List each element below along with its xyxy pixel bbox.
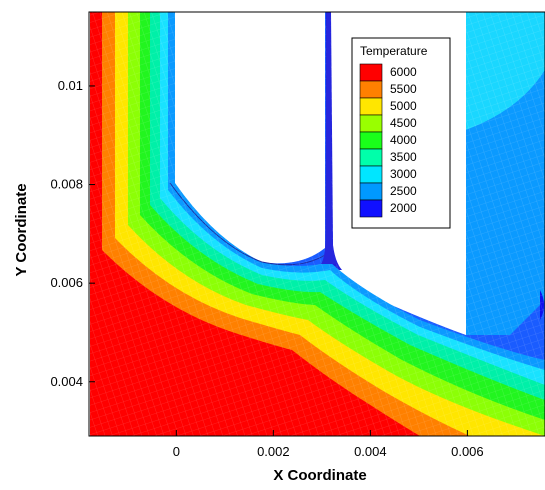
legend-title: Temperature xyxy=(360,44,428,58)
nozzle-body-fill xyxy=(175,12,322,259)
legend-swatch xyxy=(359,114,383,133)
legend-label: 2000 xyxy=(390,201,417,215)
legend-swatch xyxy=(359,63,383,82)
colorbar-legend: Temperature 6000 5500 5000 4500 4000 3500 3000… xyxy=(351,37,451,229)
x-tick-label: 0.004 xyxy=(354,444,387,459)
legend-swatch xyxy=(359,148,383,167)
legend-swatch xyxy=(359,80,383,99)
legend-label: 4000 xyxy=(390,133,417,147)
legend-label: 4500 xyxy=(390,116,417,130)
y-tick-label: 0.006 xyxy=(50,275,83,290)
contour-field xyxy=(89,12,545,436)
legend-label: 5500 xyxy=(390,82,417,96)
legend-swatch xyxy=(359,182,383,201)
y-tick-label: 0.004 xyxy=(50,374,83,389)
spike-fill xyxy=(321,12,338,264)
legend-swatch xyxy=(359,199,383,218)
legend-label: 3000 xyxy=(390,167,417,181)
legend-swatch xyxy=(359,165,383,184)
legend-swatch xyxy=(359,131,383,150)
y-tick-label: 0.01 xyxy=(58,78,83,93)
legend-label: 5000 xyxy=(390,99,417,113)
x-tick-label: 0 xyxy=(173,444,180,459)
x-tick-label: 0.006 xyxy=(451,444,484,459)
y-axis: 0.004 0.006 0.008 0.01 xyxy=(50,78,95,389)
legend-label: 6000 xyxy=(390,65,417,79)
legend-label: 3500 xyxy=(390,150,417,164)
x-axis: 0 0.002 0.004 0.006 xyxy=(173,430,484,459)
x-tick-label: 0.002 xyxy=(257,444,290,459)
y-tick-label: 0.008 xyxy=(50,177,83,192)
plot-frame xyxy=(88,11,545,437)
legend-label: 2500 xyxy=(390,184,417,198)
legend-entries: 6000 5500 5000 4500 4000 3500 3000 2500 2000 xyxy=(359,63,417,218)
y-axis-title: Y Coordinate xyxy=(13,183,30,276)
legend-swatch xyxy=(359,97,383,116)
x-axis-title: X Coordinate xyxy=(273,467,366,484)
